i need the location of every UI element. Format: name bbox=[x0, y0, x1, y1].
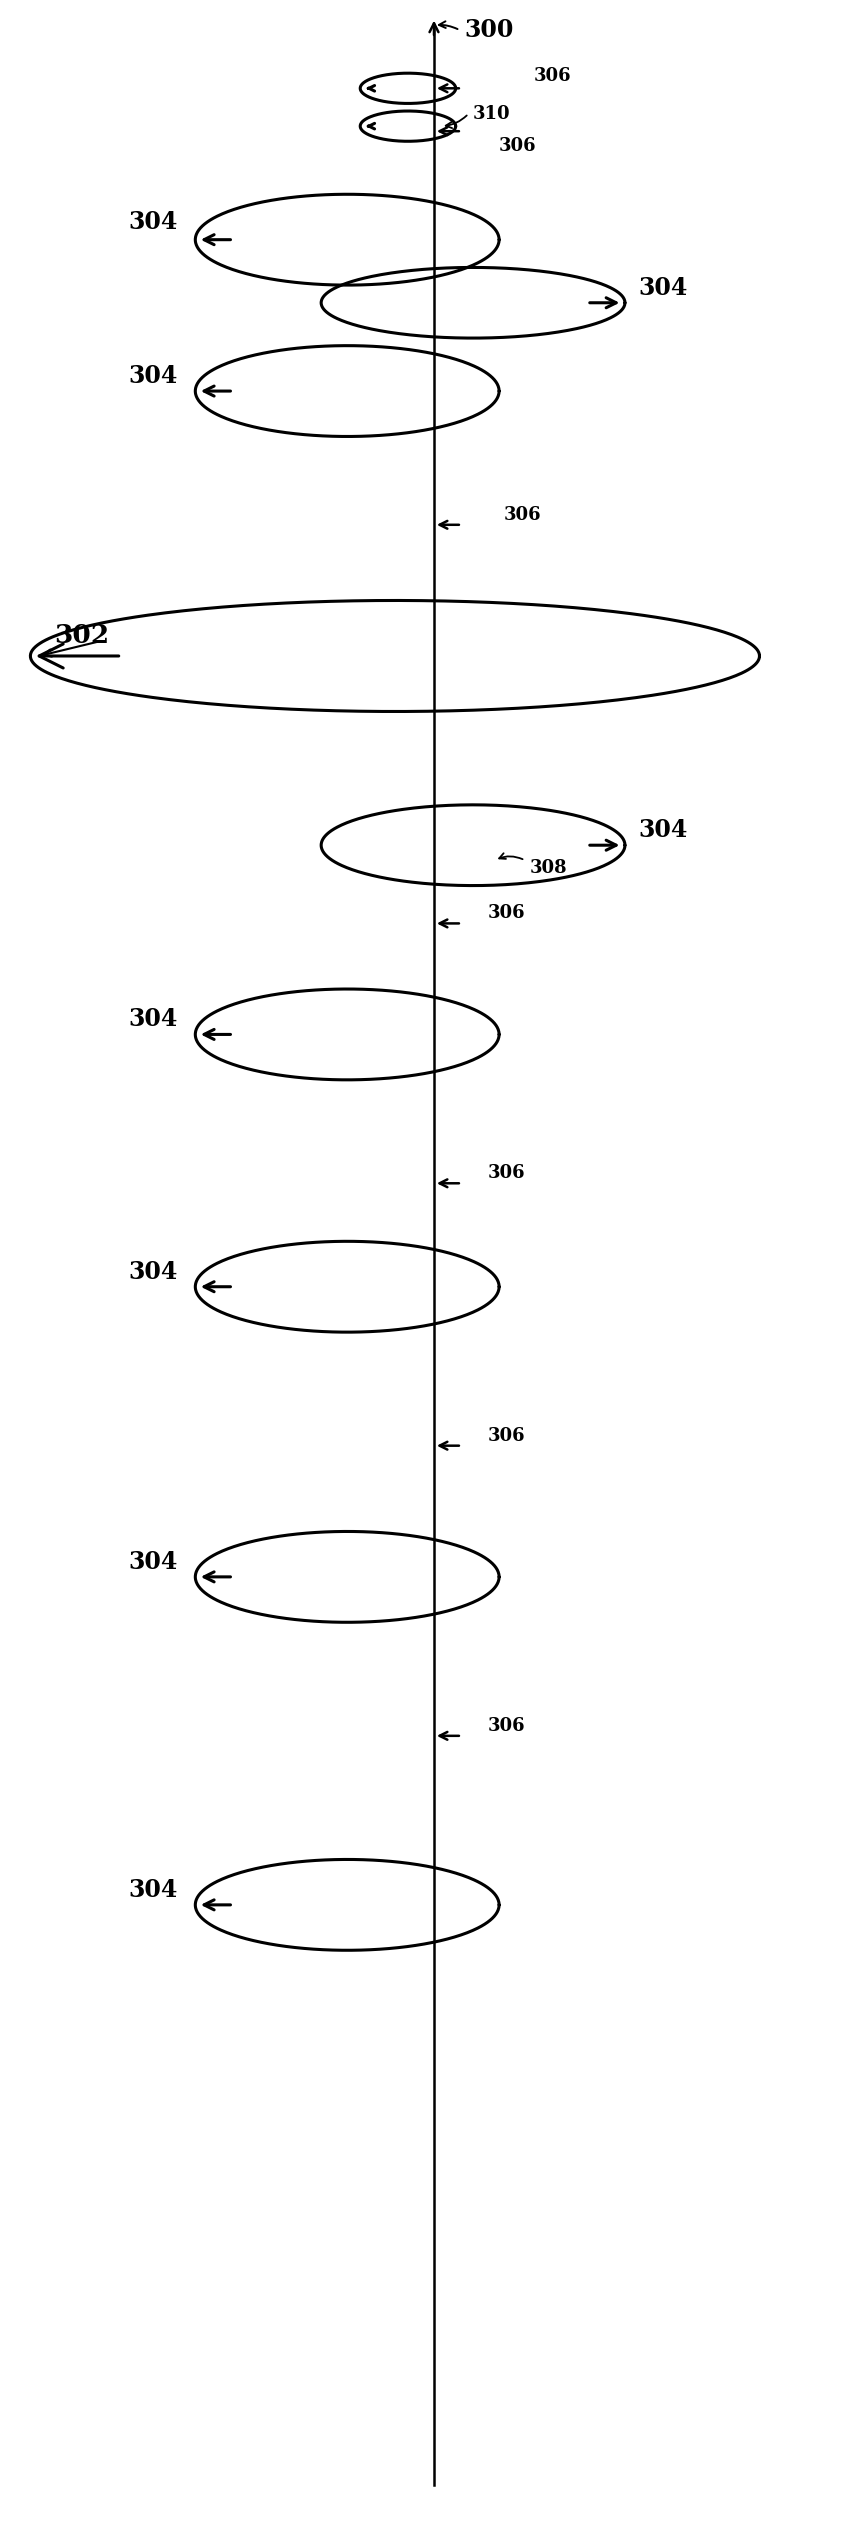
Text: 306: 306 bbox=[488, 1425, 525, 1446]
Text: 304: 304 bbox=[638, 817, 687, 843]
Text: 304: 304 bbox=[638, 275, 687, 300]
Text: 302: 302 bbox=[54, 623, 109, 648]
Text: 306: 306 bbox=[534, 66, 571, 86]
Text: 306: 306 bbox=[503, 505, 541, 525]
Text: 304: 304 bbox=[128, 209, 178, 235]
Text: 304: 304 bbox=[128, 1259, 178, 1284]
Text: 306: 306 bbox=[488, 903, 525, 923]
Text: 300: 300 bbox=[464, 18, 514, 43]
Text: 304: 304 bbox=[128, 1549, 178, 1574]
Text: 306: 306 bbox=[488, 1716, 525, 1736]
Text: 308: 308 bbox=[529, 858, 567, 878]
Text: 306: 306 bbox=[499, 136, 536, 156]
Text: 310: 310 bbox=[473, 103, 510, 124]
Text: 304: 304 bbox=[128, 1007, 178, 1032]
Text: 304: 304 bbox=[128, 1877, 178, 1902]
Text: 306: 306 bbox=[488, 1163, 525, 1183]
Text: 304: 304 bbox=[128, 363, 178, 389]
